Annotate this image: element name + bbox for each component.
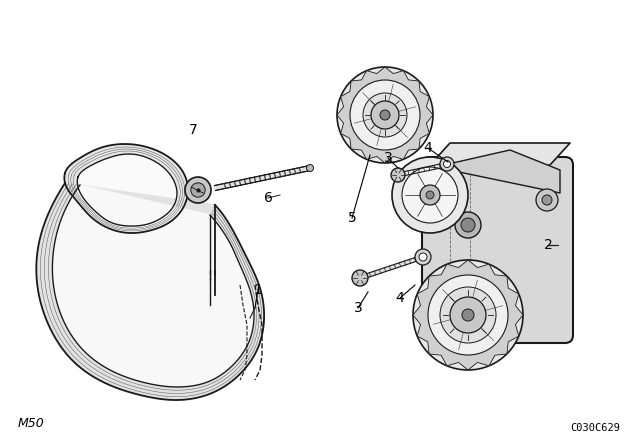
Circle shape <box>440 287 496 343</box>
Circle shape <box>426 191 434 199</box>
Polygon shape <box>337 67 433 163</box>
Text: 4: 4 <box>396 291 404 305</box>
Circle shape <box>352 270 368 286</box>
Circle shape <box>185 177 211 203</box>
Polygon shape <box>360 256 420 280</box>
Text: 4: 4 <box>424 141 433 155</box>
Circle shape <box>402 167 458 223</box>
Circle shape <box>415 249 431 265</box>
Circle shape <box>337 67 433 163</box>
Polygon shape <box>52 185 254 387</box>
Circle shape <box>462 309 474 321</box>
Circle shape <box>307 164 314 172</box>
Polygon shape <box>65 144 188 233</box>
Circle shape <box>420 185 440 205</box>
Circle shape <box>419 253 427 261</box>
Circle shape <box>363 93 407 137</box>
Polygon shape <box>36 183 264 400</box>
Circle shape <box>350 80 420 150</box>
Polygon shape <box>413 260 523 370</box>
Circle shape <box>455 212 481 238</box>
Text: 6: 6 <box>264 191 273 205</box>
Circle shape <box>191 183 205 197</box>
Circle shape <box>542 195 552 205</box>
Circle shape <box>440 157 454 171</box>
Text: 3: 3 <box>383 151 392 165</box>
Circle shape <box>371 101 399 129</box>
Circle shape <box>450 297 486 333</box>
Text: 7: 7 <box>189 123 197 137</box>
Circle shape <box>461 218 475 232</box>
Circle shape <box>444 160 451 168</box>
Polygon shape <box>430 143 570 165</box>
Circle shape <box>392 157 468 233</box>
FancyBboxPatch shape <box>422 157 573 343</box>
Polygon shape <box>214 166 310 190</box>
Polygon shape <box>435 150 560 193</box>
Text: 5: 5 <box>348 211 356 225</box>
Circle shape <box>413 260 523 370</box>
Circle shape <box>391 168 405 182</box>
Circle shape <box>380 110 390 120</box>
Circle shape <box>536 189 558 211</box>
Text: M50: M50 <box>18 417 45 430</box>
Polygon shape <box>77 154 177 226</box>
Text: 2: 2 <box>543 238 552 252</box>
Circle shape <box>428 275 508 355</box>
Text: C030C629: C030C629 <box>570 423 620 433</box>
Text: 3: 3 <box>354 301 362 315</box>
Text: 1: 1 <box>253 283 262 297</box>
Polygon shape <box>214 166 310 190</box>
Polygon shape <box>397 163 445 177</box>
